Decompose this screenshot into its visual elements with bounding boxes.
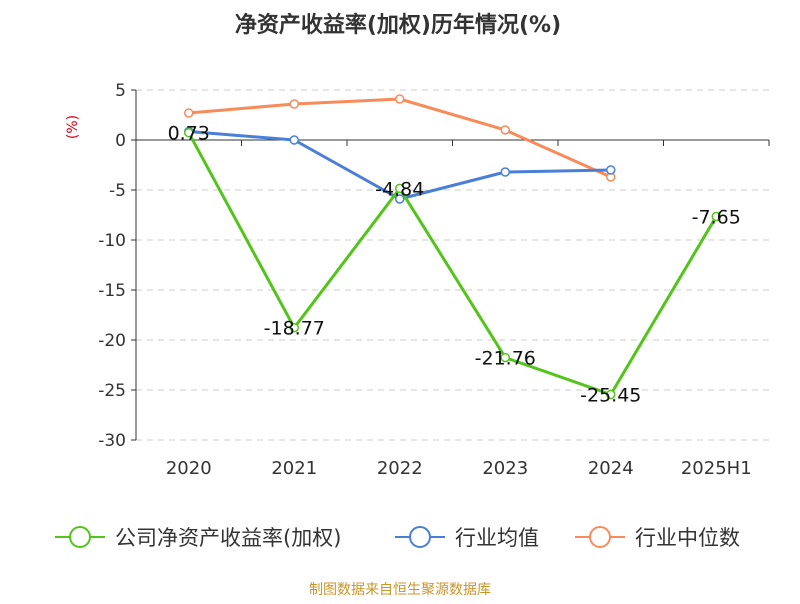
x-tick-label: 2020 [166, 458, 212, 479]
data-point [606, 165, 616, 175]
x-tick-label: 2025H1 [681, 458, 752, 479]
data-label: 0.73 [168, 123, 210, 145]
data-label: -25.45 [580, 385, 641, 407]
data-label: -21.76 [475, 348, 536, 370]
data-point [395, 194, 405, 204]
y-tick-label: 0 [115, 131, 126, 151]
data-label-layer: 0.73 -18.77 -4.84 -21.76 -25.45 -7.65 [168, 123, 741, 407]
data-point [500, 125, 510, 135]
y-tick-label: -30 [98, 431, 126, 451]
data-point [395, 94, 405, 104]
legend: 公司净资产收益率(加权) 行业均值 行业中位数 [55, 526, 740, 550]
legend-marker [409, 526, 431, 548]
legend-label: 行业中位数 [635, 526, 740, 550]
y-tick-label: 5 [115, 81, 126, 101]
data-point [289, 99, 299, 109]
data-point [289, 322, 299, 333]
axis-layer: 5 0 -5 -10 -15 -20 -25 -30 2020 2021 2022 2023 2024 2… [98, 81, 770, 479]
data-point [500, 167, 510, 177]
y-axis-label: (%) [65, 115, 81, 139]
x-tick-label: 2022 [377, 458, 423, 479]
data-point [711, 211, 721, 222]
legend-marker [69, 526, 91, 548]
legend-marker [589, 526, 611, 548]
data-label: -4.84 [375, 178, 424, 200]
data-point [500, 352, 510, 363]
legend-label: 公司净资产收益率(加权) [115, 526, 341, 550]
y-tick-label: -25 [98, 381, 126, 401]
data-point [184, 108, 194, 118]
x-tick-label: 2023 [482, 458, 528, 479]
data-label: -7.65 [692, 207, 741, 229]
chart-title: 净资产收益率(加权)历年情况(%) [235, 12, 561, 38]
y-tick-label: -5 [109, 181, 126, 201]
legend-label: 行业均值 [455, 526, 539, 550]
y-tick-label: -15 [98, 281, 126, 301]
y-tick-label: -10 [98, 231, 126, 251]
data-label: -18.77 [264, 318, 325, 340]
y-tick-label: -20 [98, 331, 126, 351]
data-point [289, 135, 299, 145]
series-line [187, 131, 718, 396]
data-point [395, 183, 405, 194]
x-tick-label: 2024 [588, 458, 634, 479]
data-point [184, 127, 194, 138]
data-point [606, 389, 616, 400]
series-layer [184, 94, 721, 400]
x-tick-label: 2021 [271, 458, 317, 479]
source-note: 制图数据来自恒生聚源数据库 [309, 582, 491, 598]
